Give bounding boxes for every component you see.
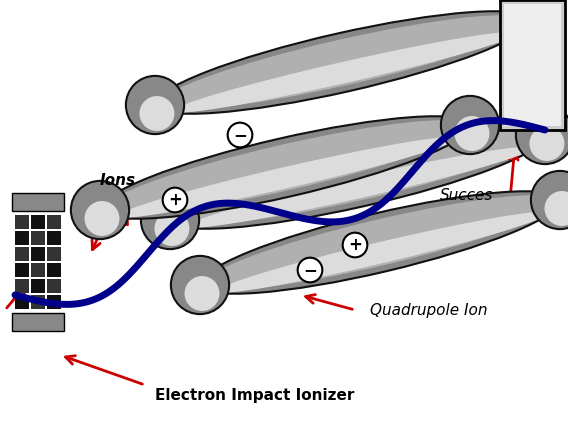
Bar — [47, 247, 61, 261]
Ellipse shape — [172, 32, 517, 113]
Ellipse shape — [141, 191, 199, 249]
Text: Electron Impact Ionizer: Electron Impact Ionizer — [155, 388, 354, 403]
Bar — [15, 263, 29, 277]
Bar — [31, 247, 45, 261]
Ellipse shape — [441, 96, 499, 154]
Ellipse shape — [187, 147, 532, 228]
Bar — [31, 295, 45, 309]
Bar — [47, 231, 61, 245]
Bar — [12, 193, 64, 211]
Text: +: + — [348, 236, 362, 254]
Bar — [15, 231, 29, 245]
Bar — [15, 279, 29, 293]
Bar — [31, 279, 45, 293]
Ellipse shape — [100, 116, 470, 219]
Ellipse shape — [203, 195, 557, 290]
Ellipse shape — [529, 126, 565, 161]
Ellipse shape — [155, 11, 530, 114]
Ellipse shape — [158, 15, 527, 110]
Ellipse shape — [170, 126, 545, 229]
Ellipse shape — [185, 276, 219, 311]
Ellipse shape — [515, 11, 549, 46]
Ellipse shape — [103, 120, 466, 215]
Ellipse shape — [85, 201, 119, 236]
Bar — [504, 4, 561, 126]
Bar — [500, 0, 565, 130]
Bar — [15, 247, 29, 261]
Text: −: − — [303, 261, 317, 279]
Ellipse shape — [174, 130, 541, 225]
Bar — [47, 279, 61, 293]
Ellipse shape — [171, 256, 229, 314]
Bar — [31, 215, 45, 229]
Ellipse shape — [454, 116, 490, 151]
Ellipse shape — [217, 212, 548, 293]
Ellipse shape — [501, 0, 559, 49]
Ellipse shape — [117, 137, 457, 218]
Ellipse shape — [140, 96, 174, 131]
Bar — [31, 231, 45, 245]
Ellipse shape — [126, 76, 184, 134]
Bar — [31, 263, 45, 277]
Ellipse shape — [531, 171, 568, 229]
Text: Quadrupole Ion: Quadrupole Ion — [370, 303, 487, 318]
Text: +: + — [168, 191, 182, 209]
Ellipse shape — [516, 106, 568, 164]
Ellipse shape — [71, 181, 129, 239]
Text: Succes: Succes — [440, 188, 494, 203]
Bar — [12, 313, 64, 331]
Bar — [47, 295, 61, 309]
Ellipse shape — [545, 191, 568, 226]
Bar — [47, 215, 61, 229]
Bar — [15, 215, 29, 229]
Ellipse shape — [154, 211, 189, 246]
Bar — [47, 263, 61, 277]
Bar — [15, 295, 29, 309]
Text: −: − — [233, 126, 247, 144]
Text: Ions: Ions — [100, 173, 136, 188]
Ellipse shape — [200, 191, 560, 294]
